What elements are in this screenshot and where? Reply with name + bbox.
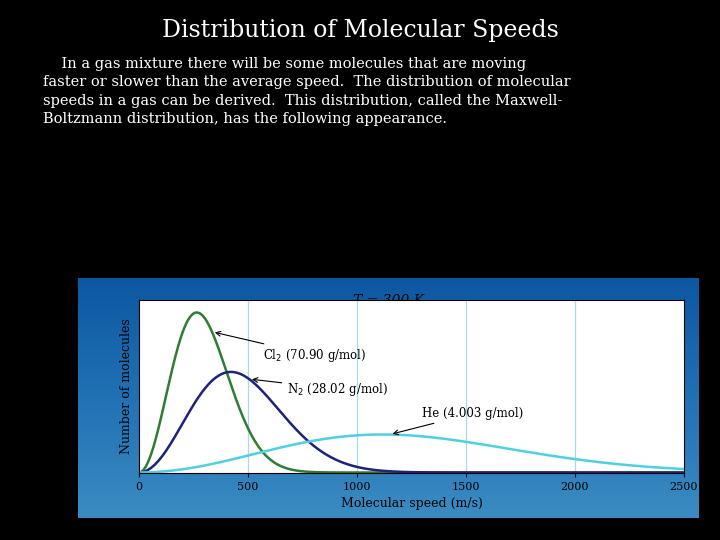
Text: N$_2$ (28.02 g/mol): N$_2$ (28.02 g/mol)	[253, 377, 388, 398]
Text: He (4.003 g/mol): He (4.003 g/mol)	[394, 407, 523, 435]
Text: Cl$_2$ (70.90 g/mol): Cl$_2$ (70.90 g/mol)	[216, 332, 366, 364]
X-axis label: Molecular speed (m/s): Molecular speed (m/s)	[341, 497, 482, 510]
Y-axis label: Number of molecules: Number of molecules	[120, 318, 133, 454]
Text: T = 300 K: T = 300 K	[353, 294, 423, 308]
Text: In a gas mixture there will be some molecules that are moving
faster or slower t: In a gas mixture there will be some mole…	[43, 57, 571, 126]
Text: Distribution of Molecular Speeds: Distribution of Molecular Speeds	[161, 19, 559, 42]
